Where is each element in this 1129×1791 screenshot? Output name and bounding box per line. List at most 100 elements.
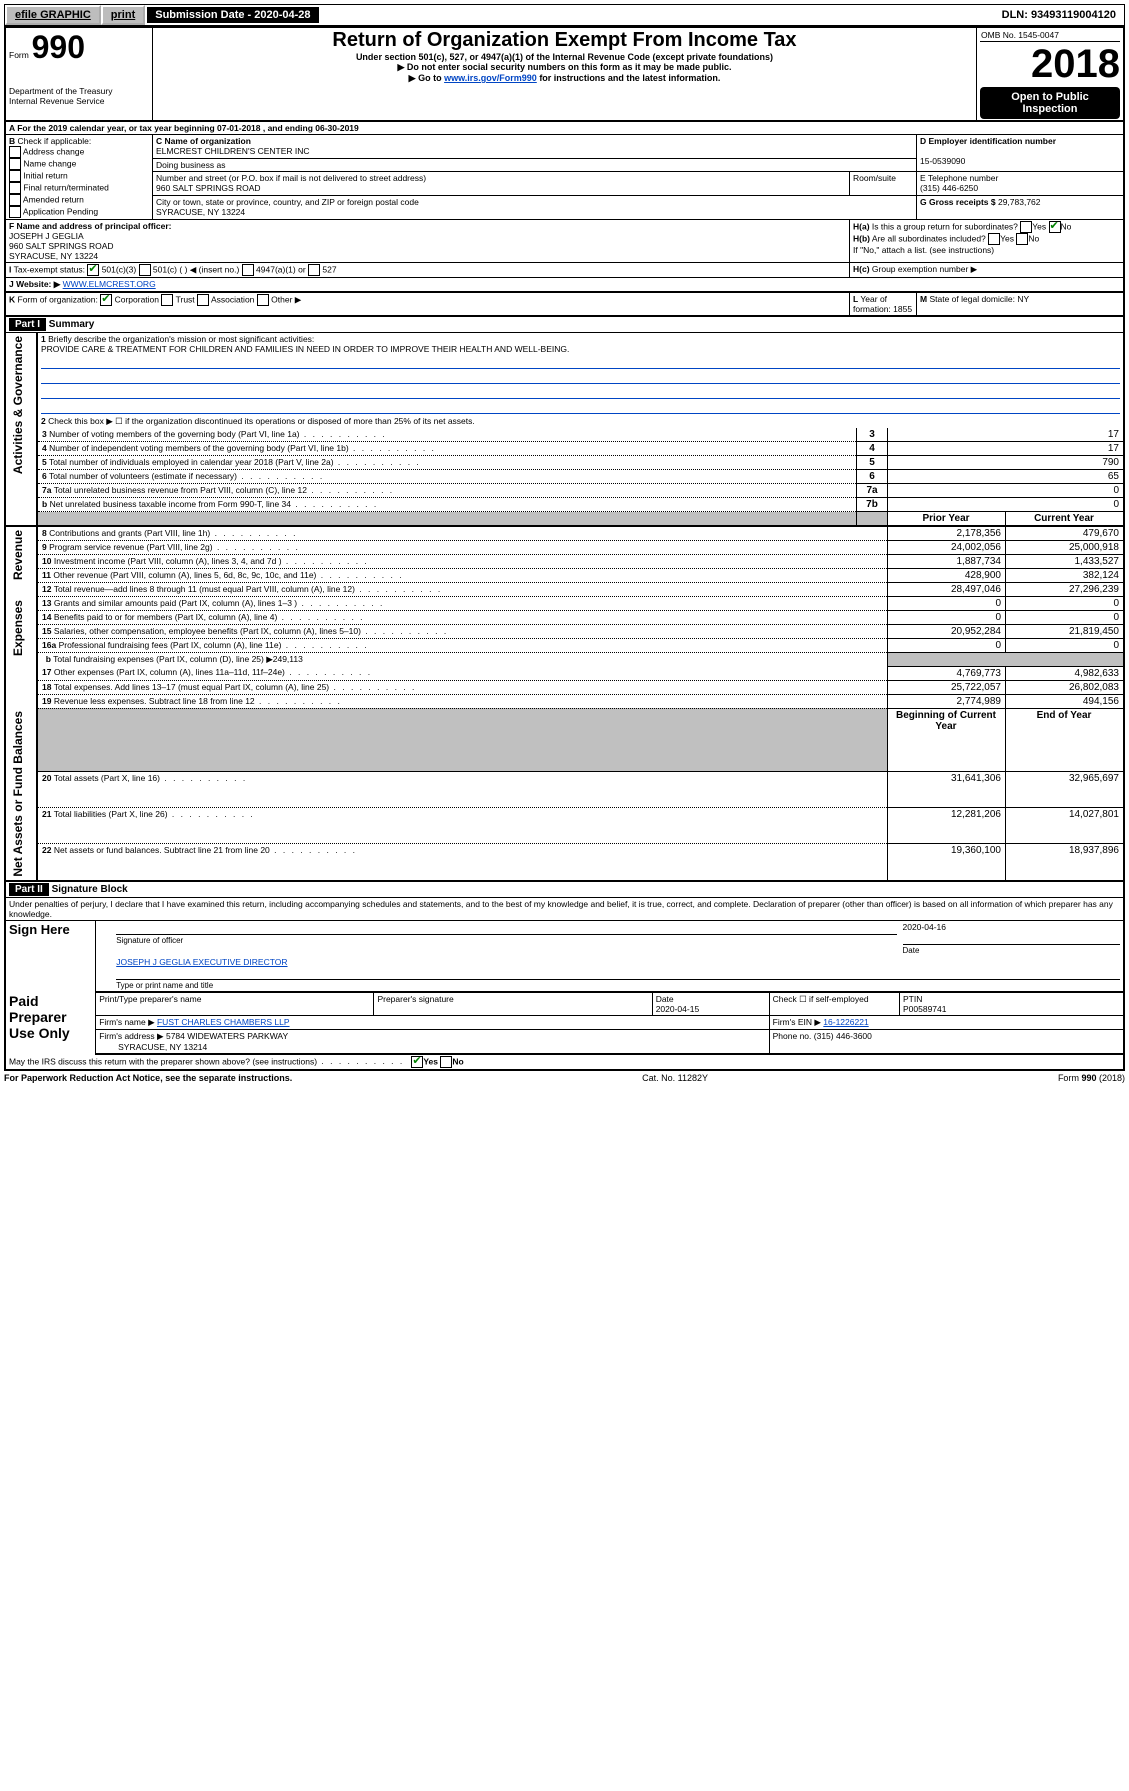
firm-label: Firm's name ▶ [99,1017,154,1027]
form-prefix: Form [9,50,29,60]
val6: 65 [888,470,1125,484]
state-domicile: NY [1017,294,1029,304]
line2: Check this box ▶ ☐ if the organization d… [48,416,475,426]
prior-10: 1,887,734 [888,555,1006,569]
val5: 790 [888,456,1125,470]
d-label: D Employer identification number [920,136,1056,146]
firm-phone-label: Phone no. [773,1031,812,1041]
line-11: 11 Other revenue (Part VIII, column (A),… [37,569,888,583]
addr-label: Number and street (or P.O. box if mail i… [156,173,426,183]
prior-9: 24,002,056 [888,541,1006,555]
line7b: Net unrelated business taxable income fr… [50,499,379,509]
phone: (315) 446-6250 [920,183,978,193]
part1-table: Part I Summary Activities & Governance 1… [4,317,1125,527]
sign-date: 2020-04-16 [903,922,946,932]
line4: Number of independent voting members of … [49,443,436,453]
box-i: I Tax-exempt status: 501(c)(3) 501(c) ( … [5,263,850,278]
dept-treasury: Department of the Treasury Internal Reve… [9,86,149,106]
firm-phone: (315) 446-3600 [814,1031,872,1041]
sign-here: Sign Here [5,920,96,992]
val7b: 0 [888,498,1125,512]
subtitle1: Under section 501(c), 527, or 4947(a)(1)… [156,52,973,62]
tax-year: 2018 [980,42,1120,87]
firm-addr-label: Firm's address ▶ [99,1031,163,1041]
year-formation: 1855 [893,304,912,314]
firm-ein-link[interactable]: 16-1226221 [823,1017,868,1027]
box-k: K Form of organization: Corporation Trus… [5,292,850,316]
mission-text: PROVIDE CARE & TREATMENT FOR CHILDREN AN… [41,344,569,354]
open-public: Open to Public Inspection [980,87,1120,119]
officer-name-link[interactable]: JOSEPH J GEGLIA EXECUTIVE DIRECTOR [116,957,287,967]
val7a: 0 [888,484,1125,498]
firm-ein-label: Firm's EIN ▶ [773,1017,821,1027]
line-9: 9 Program service revenue (Part VIII, li… [37,541,888,555]
org-name: ELMCREST CHILDREN'S CENTER INC [156,146,310,156]
sign-date-label: Date [903,944,1121,955]
officer-addr1: 960 SALT SPRINGS ROAD [9,241,114,251]
current-9: 25,000,918 [1006,541,1125,555]
current-10: 1,433,527 [1006,555,1125,569]
j-label: Website: ▶ [16,279,60,289]
sub3-post: for instructions and the latest informat… [539,73,720,83]
top-toolbar: efile GRAPHIC print Submission Date - 20… [4,4,1125,26]
line-12: 12 Total revenue—add lines 8 through 11 … [37,583,888,597]
m-label: State of legal domicile: [929,294,1015,304]
self-employed: Check ☐ if self-employed [769,992,899,1016]
form-title: Return of Organization Exempt From Incom… [156,29,973,52]
col-prior: Prior Year [888,512,1006,527]
pdate: 2020-04-15 [656,1004,699,1014]
irs-link[interactable]: www.irs.gov/Form990 [444,73,537,83]
line7a: Total unrelated business revenue from Pa… [54,485,394,495]
hc-label: Group exemption number ▶ [872,264,977,274]
prior-12: 28,497,046 [888,583,1006,597]
firm-name-link[interactable]: FUST CHARLES CHAMBERS LLP [157,1017,290,1027]
street-address: 960 SALT SPRINGS ROAD [156,183,261,193]
firm-addr: 5784 WIDEWATERS PARKWAY [166,1031,288,1041]
g-label: G Gross receipts $ [920,197,996,207]
print-button[interactable]: print [101,5,145,25]
c-label: C Name of organization [156,136,251,146]
firm-addr2: SYRACUSE, NY 13214 [118,1042,207,1052]
financial-table: Revenue8 Contributions and grants (Part … [4,527,1125,882]
part2-table: Part II Signature Block Under penalties … [4,882,1125,1071]
officer-name: JOSEPH J GEGLIA [9,231,84,241]
form-number: 990 [32,29,85,65]
part2-hdr: Part II [9,883,49,896]
gross-receipts: 29,783,762 [998,197,1041,207]
sig-officer-label: Signature of officer [116,934,896,945]
sub3-pre: ▶ Go to [409,73,444,83]
city-label: City or town, state or province, country… [156,197,419,207]
preparer-sig-label: Preparer's signature [374,992,652,1016]
current-8: 479,670 [1006,527,1125,541]
ein: 15-0539090 [920,156,965,166]
ptin-label: PTIN [903,994,922,1004]
col-current: Current Year [1006,512,1125,527]
paid-preparer-hdr: Paid Preparer Use Only [5,992,96,1054]
may-discuss: May the IRS discuss this return with the… [9,1056,404,1066]
efile-button[interactable]: efile GRAPHIC [5,5,101,25]
cat-no: Cat. No. 11282Y [642,1073,708,1083]
section-governance: Activities & Governance [9,334,27,476]
pra-notice: For Paperwork Reduction Act Notice, see … [4,1073,292,1083]
e-label: E Telephone number [920,173,998,183]
header-fields: A For the 2019 calendar year, or tax yea… [4,122,1125,317]
val3: 17 [888,428,1125,442]
website-link[interactable]: WWW.ELMCREST.ORG [63,279,156,289]
line-10: 10 Investment income (Part VIII, column … [37,555,888,569]
omb: OMB No. 1545-0047 [980,29,1120,42]
prior-8: 2,178,356 [888,527,1006,541]
line1-label: Briefly describe the organization's miss… [48,334,314,344]
officer-name-label: Type or print name and title [116,979,1120,990]
line6: Total number of volunteers (estimate if … [49,471,324,481]
subtitle2: ▶ Do not enter social security numbers o… [156,62,973,73]
officer-addr2: SYRACUSE, NY 13224 [9,251,98,261]
ptin: P00589741 [903,1004,947,1014]
pdate-label: Date [656,994,674,1004]
line-a: A For the 2019 calendar year, or tax yea… [5,122,1124,135]
box-b: B Check if applicable: Address change Na… [5,135,153,220]
val4: 17 [888,442,1125,456]
f-label: F Name and address of principal officer: [9,221,171,231]
city: SYRACUSE, NY 13224 [156,207,245,217]
part2-title: Signature Block [52,884,128,895]
room-label: Room/suite [850,172,917,196]
